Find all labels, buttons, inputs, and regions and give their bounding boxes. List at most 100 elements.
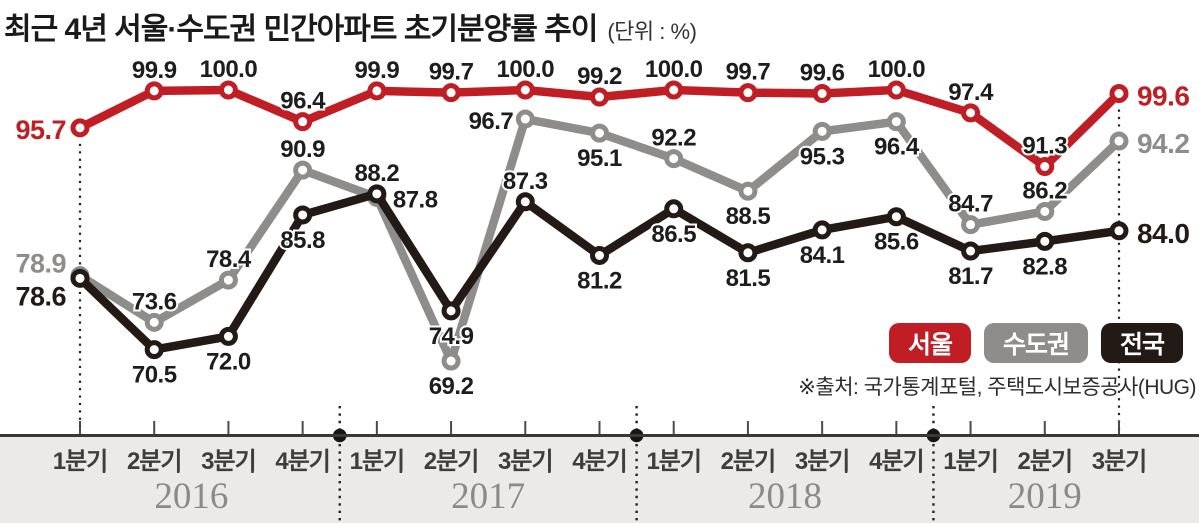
data-point-marker <box>1109 84 1129 104</box>
value-label: 91.3 <box>1022 133 1067 160</box>
value-label: 81.5 <box>726 265 771 292</box>
value-label: 99.7 <box>726 59 771 86</box>
x-axis-quarter-label: 1분기 <box>53 448 108 475</box>
value-label: 81.2 <box>577 267 622 294</box>
data-point-marker <box>367 81 387 101</box>
x-axis-quarter-label: 1분기 <box>943 448 998 475</box>
x-axis-quarter-label: 4분기 <box>869 448 924 475</box>
value-label: 82.8 <box>1022 253 1067 280</box>
data-point-marker <box>1109 221 1129 241</box>
data-point-marker <box>589 123 609 143</box>
value-label: 100.0 <box>497 56 555 83</box>
legend: 서울 수도권 전국 <box>888 323 1183 363</box>
value-label: 87.3 <box>503 168 548 195</box>
value-label: 99.7 <box>429 59 474 86</box>
data-point-marker <box>589 87 609 107</box>
x-axis-quarter-label: 1분기 <box>350 448 405 475</box>
value-label: 100.0 <box>868 56 926 83</box>
value-label: 85.6 <box>874 229 919 256</box>
value-label: 96.7 <box>469 108 514 135</box>
chart-unit-label: (단위 : %) <box>607 19 697 44</box>
value-label: 87.8 <box>393 186 438 213</box>
value-label: 95.3 <box>800 143 845 170</box>
value-label: 99.9 <box>354 57 399 84</box>
x-axis-year-label: 2018 <box>748 476 822 517</box>
data-point-marker <box>1109 131 1129 151</box>
x-axis-quarter-label: 1분기 <box>646 448 701 475</box>
value-label: 85.8 <box>280 227 325 254</box>
data-point-marker <box>70 118 90 138</box>
source-note: ※출처: 국가통계포털, 주택도시보증공사(HUG) <box>798 376 1196 399</box>
value-label: 84.7 <box>948 191 993 218</box>
data-point-marker <box>812 121 832 141</box>
data-point-marker <box>293 160 313 180</box>
value-label: 84.1 <box>800 242 845 269</box>
value-label: 96.4 <box>874 134 920 161</box>
data-point-marker <box>144 312 164 332</box>
data-point-marker <box>441 301 461 321</box>
value-label: 78.4 <box>206 246 252 273</box>
x-axis-quarter-label: 3분기 <box>498 448 553 475</box>
x-axis-year-label: 2019 <box>1008 476 1082 517</box>
data-point-marker <box>589 245 609 265</box>
value-label: 99.9 <box>132 57 177 84</box>
chart-title: 최근 4년 서울·수도권 민간아파트 초기분양률 추이 <box>4 13 598 46</box>
data-point-marker <box>144 81 164 101</box>
value-label: 84.0 <box>1137 218 1190 249</box>
data-point-marker <box>664 199 684 219</box>
data-point-marker <box>886 112 906 132</box>
data-point-marker <box>738 181 758 201</box>
value-label: 99.6 <box>1137 81 1190 112</box>
value-label: 96.4 <box>280 88 326 115</box>
x-axis-quarter-label: 4분기 <box>572 448 627 475</box>
x-axis-quarter-label: 2분기 <box>424 448 479 475</box>
data-point-marker <box>886 80 906 100</box>
data-point-marker <box>961 103 981 123</box>
value-label: 73.6 <box>132 288 177 315</box>
value-label: 78.9 <box>15 249 66 279</box>
value-label: 70.5 <box>132 362 177 389</box>
legend-item-jeonguk: 전국 <box>1100 323 1183 363</box>
data-point-marker <box>812 84 832 104</box>
data-point-marker <box>293 205 313 225</box>
x-axis-quarter-label: 3분기 <box>201 448 256 475</box>
value-label: 90.9 <box>280 136 325 163</box>
data-point-marker <box>515 192 535 212</box>
data-point-marker <box>961 215 981 235</box>
data-point-marker <box>961 241 981 261</box>
data-point-marker <box>664 80 684 100</box>
value-label: 88.5 <box>726 203 771 230</box>
value-label: 69.2 <box>429 373 474 400</box>
value-label: 74.9 <box>429 323 474 350</box>
legend-item-seoul: 서울 <box>888 323 971 363</box>
data-point-marker <box>441 83 461 103</box>
x-axis-quarter-label: 2분기 <box>721 448 776 475</box>
value-label: 100.0 <box>200 56 258 83</box>
data-point-marker <box>1035 231 1055 251</box>
value-label: 92.2 <box>651 125 696 152</box>
value-label: 100.0 <box>645 56 703 83</box>
data-point-marker <box>738 243 758 263</box>
x-axis-quarter-label: 2분기 <box>1018 448 1073 475</box>
x-axis-year-label: 2017 <box>451 476 525 517</box>
data-point-marker <box>1035 157 1055 177</box>
value-label: 97.4 <box>948 79 994 106</box>
data-point-marker <box>218 326 238 346</box>
value-label: 81.7 <box>948 263 993 290</box>
data-point-marker <box>1035 201 1055 221</box>
value-label: 78.6 <box>15 281 66 311</box>
value-label: 86.5 <box>651 221 696 248</box>
data-point-marker <box>70 268 90 288</box>
value-label: 88.2 <box>354 160 399 187</box>
value-label: 94.2 <box>1137 128 1190 159</box>
data-point-marker <box>367 184 387 204</box>
x-axis-quarter-label: 3분기 <box>1092 448 1147 475</box>
data-point-marker <box>218 270 238 290</box>
data-point-marker <box>738 83 758 103</box>
data-point-marker <box>218 80 238 100</box>
page-title: 최근 4년 서울·수도권 민간아파트 초기분양률 추이 (단위 : %) <box>4 4 697 48</box>
value-label: 95.1 <box>577 145 622 172</box>
data-point-marker <box>812 220 832 240</box>
data-point-marker <box>515 80 535 100</box>
